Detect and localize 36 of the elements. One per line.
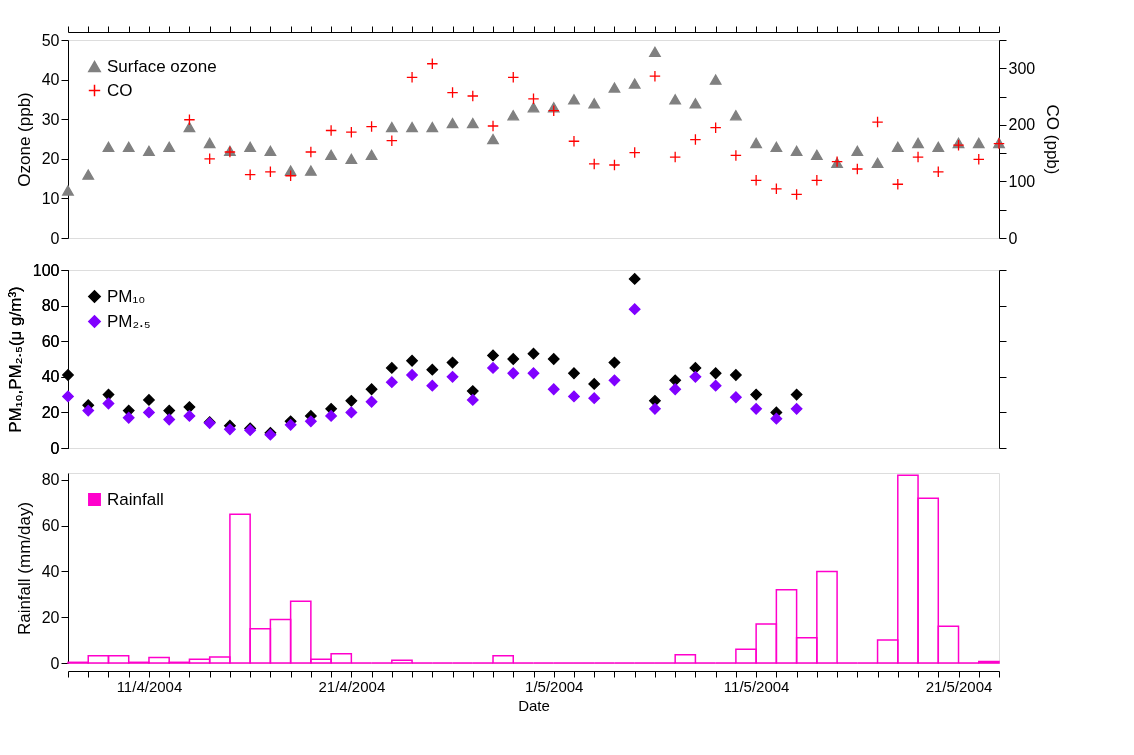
y2-axis-title: CO (ppb) [1043, 104, 1063, 175]
y-tick-label: 60 [41, 517, 60, 535]
x-tick-label: 21/5/2004 [925, 677, 993, 695]
y-axis-title: Ozone (ppb) [14, 92, 34, 187]
y-tick-label: 0 [50, 439, 60, 457]
legend-label: Surface ozone [107, 56, 217, 76]
y-tick-label: 50 [41, 31, 60, 49]
legend-label: PM₂.₅ [107, 311, 151, 331]
y-tick-label: 30 [41, 110, 60, 128]
y-tick-label: 0 [50, 654, 60, 672]
y2-tick-label: 300 [1008, 59, 1036, 77]
x-axis-title: Date [518, 696, 550, 714]
x-tick-label: 11/4/2004 [116, 677, 183, 695]
legend-label: Rainfall [107, 489, 164, 509]
y2-tick-label: 100 [1008, 172, 1036, 190]
legend-label: PM₁₀ [107, 286, 146, 306]
y-axis-title: PM₁₀,PM₂.₅(μ g/m³) [5, 286, 25, 433]
y-tick-label: 60 [41, 332, 60, 350]
y-axis-title: Rainfall (mm/day) [14, 501, 34, 636]
x-tick-label: 1/5/2004 [525, 677, 584, 695]
y-tick-label: 80 [41, 471, 60, 489]
x-tick-label: 11/5/2004 [723, 677, 790, 695]
y-tick-label: 20 [41, 403, 60, 421]
y-tick-label: 0 [50, 229, 60, 247]
y-tick-label: 10 [41, 189, 60, 207]
y-tick-label: 100 [32, 261, 60, 279]
y-tick-label: 40 [41, 368, 60, 386]
y2-tick-label: 0 [1008, 229, 1018, 247]
y-tick-label: 20 [41, 150, 60, 168]
x-tick-label: 21/4/2004 [318, 677, 386, 695]
y-tick-label: 80 [41, 297, 60, 315]
y2-tick-label: 200 [1008, 116, 1036, 134]
y-tick-label: 40 [41, 562, 60, 580]
y-tick-label: 40 [41, 71, 60, 89]
legend-label: CO [107, 80, 133, 100]
y-tick-label: 20 [41, 608, 60, 626]
